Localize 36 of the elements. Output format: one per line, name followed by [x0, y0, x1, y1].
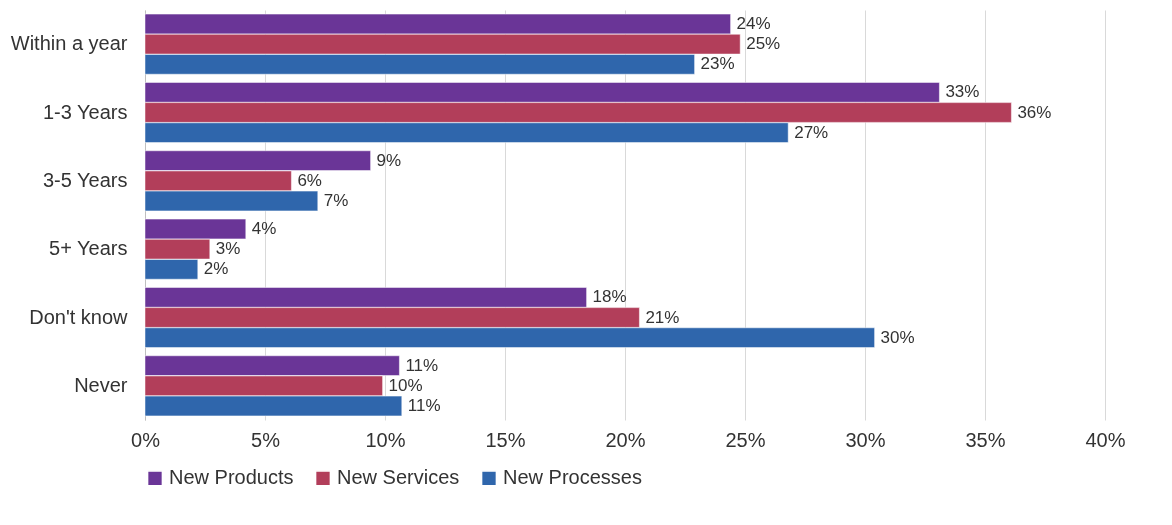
x-tick-label: 15%	[485, 428, 526, 451]
data-label: 11%	[407, 396, 441, 416]
data-label: 2%	[203, 259, 229, 279]
data-label: 36%	[1017, 102, 1052, 122]
data-label: 27%	[794, 122, 829, 142]
x-tick-label: 5%	[251, 428, 281, 451]
legend-label: New Services	[337, 466, 460, 489]
data-label: 10%	[388, 375, 423, 395]
data-label: 23%	[700, 54, 735, 74]
x-tick-label: 25%	[725, 428, 766, 451]
x-tick-label: 40%	[1085, 428, 1126, 451]
data-label: 11%	[405, 355, 439, 375]
y-tick-label: 3-5 Years	[42, 168, 128, 191]
y-tick-label: Don't know	[29, 305, 129, 328]
x-tick-label: 35%	[965, 428, 1006, 451]
legend-label: New Processes	[503, 466, 642, 489]
x-tick-label: 20%	[605, 428, 646, 451]
x-tick-label: 30%	[845, 428, 886, 451]
data-label: 9%	[376, 150, 402, 170]
data-label: 3%	[215, 239, 241, 259]
data-label: 21%	[645, 307, 680, 327]
y-tick-label: Within a year	[10, 32, 128, 55]
x-tick-label: 0%	[131, 428, 161, 451]
data-label: 7%	[323, 191, 349, 211]
data-label: 33%	[945, 82, 980, 102]
y-tick-label: 5+ Years	[49, 237, 128, 260]
y-tick-label: Never	[74, 373, 128, 396]
legend-label: New Products	[169, 466, 294, 489]
x-tick-label: 10%	[365, 428, 406, 451]
data-label: 6%	[297, 170, 322, 190]
data-label: 24%	[736, 13, 771, 33]
data-label: 25%	[746, 34, 781, 54]
data-label: 30%	[880, 327, 915, 347]
data-label: 18%	[592, 287, 627, 307]
data-label: 4%	[251, 218, 277, 238]
y-tick-label: 1-3 Years	[42, 100, 128, 123]
